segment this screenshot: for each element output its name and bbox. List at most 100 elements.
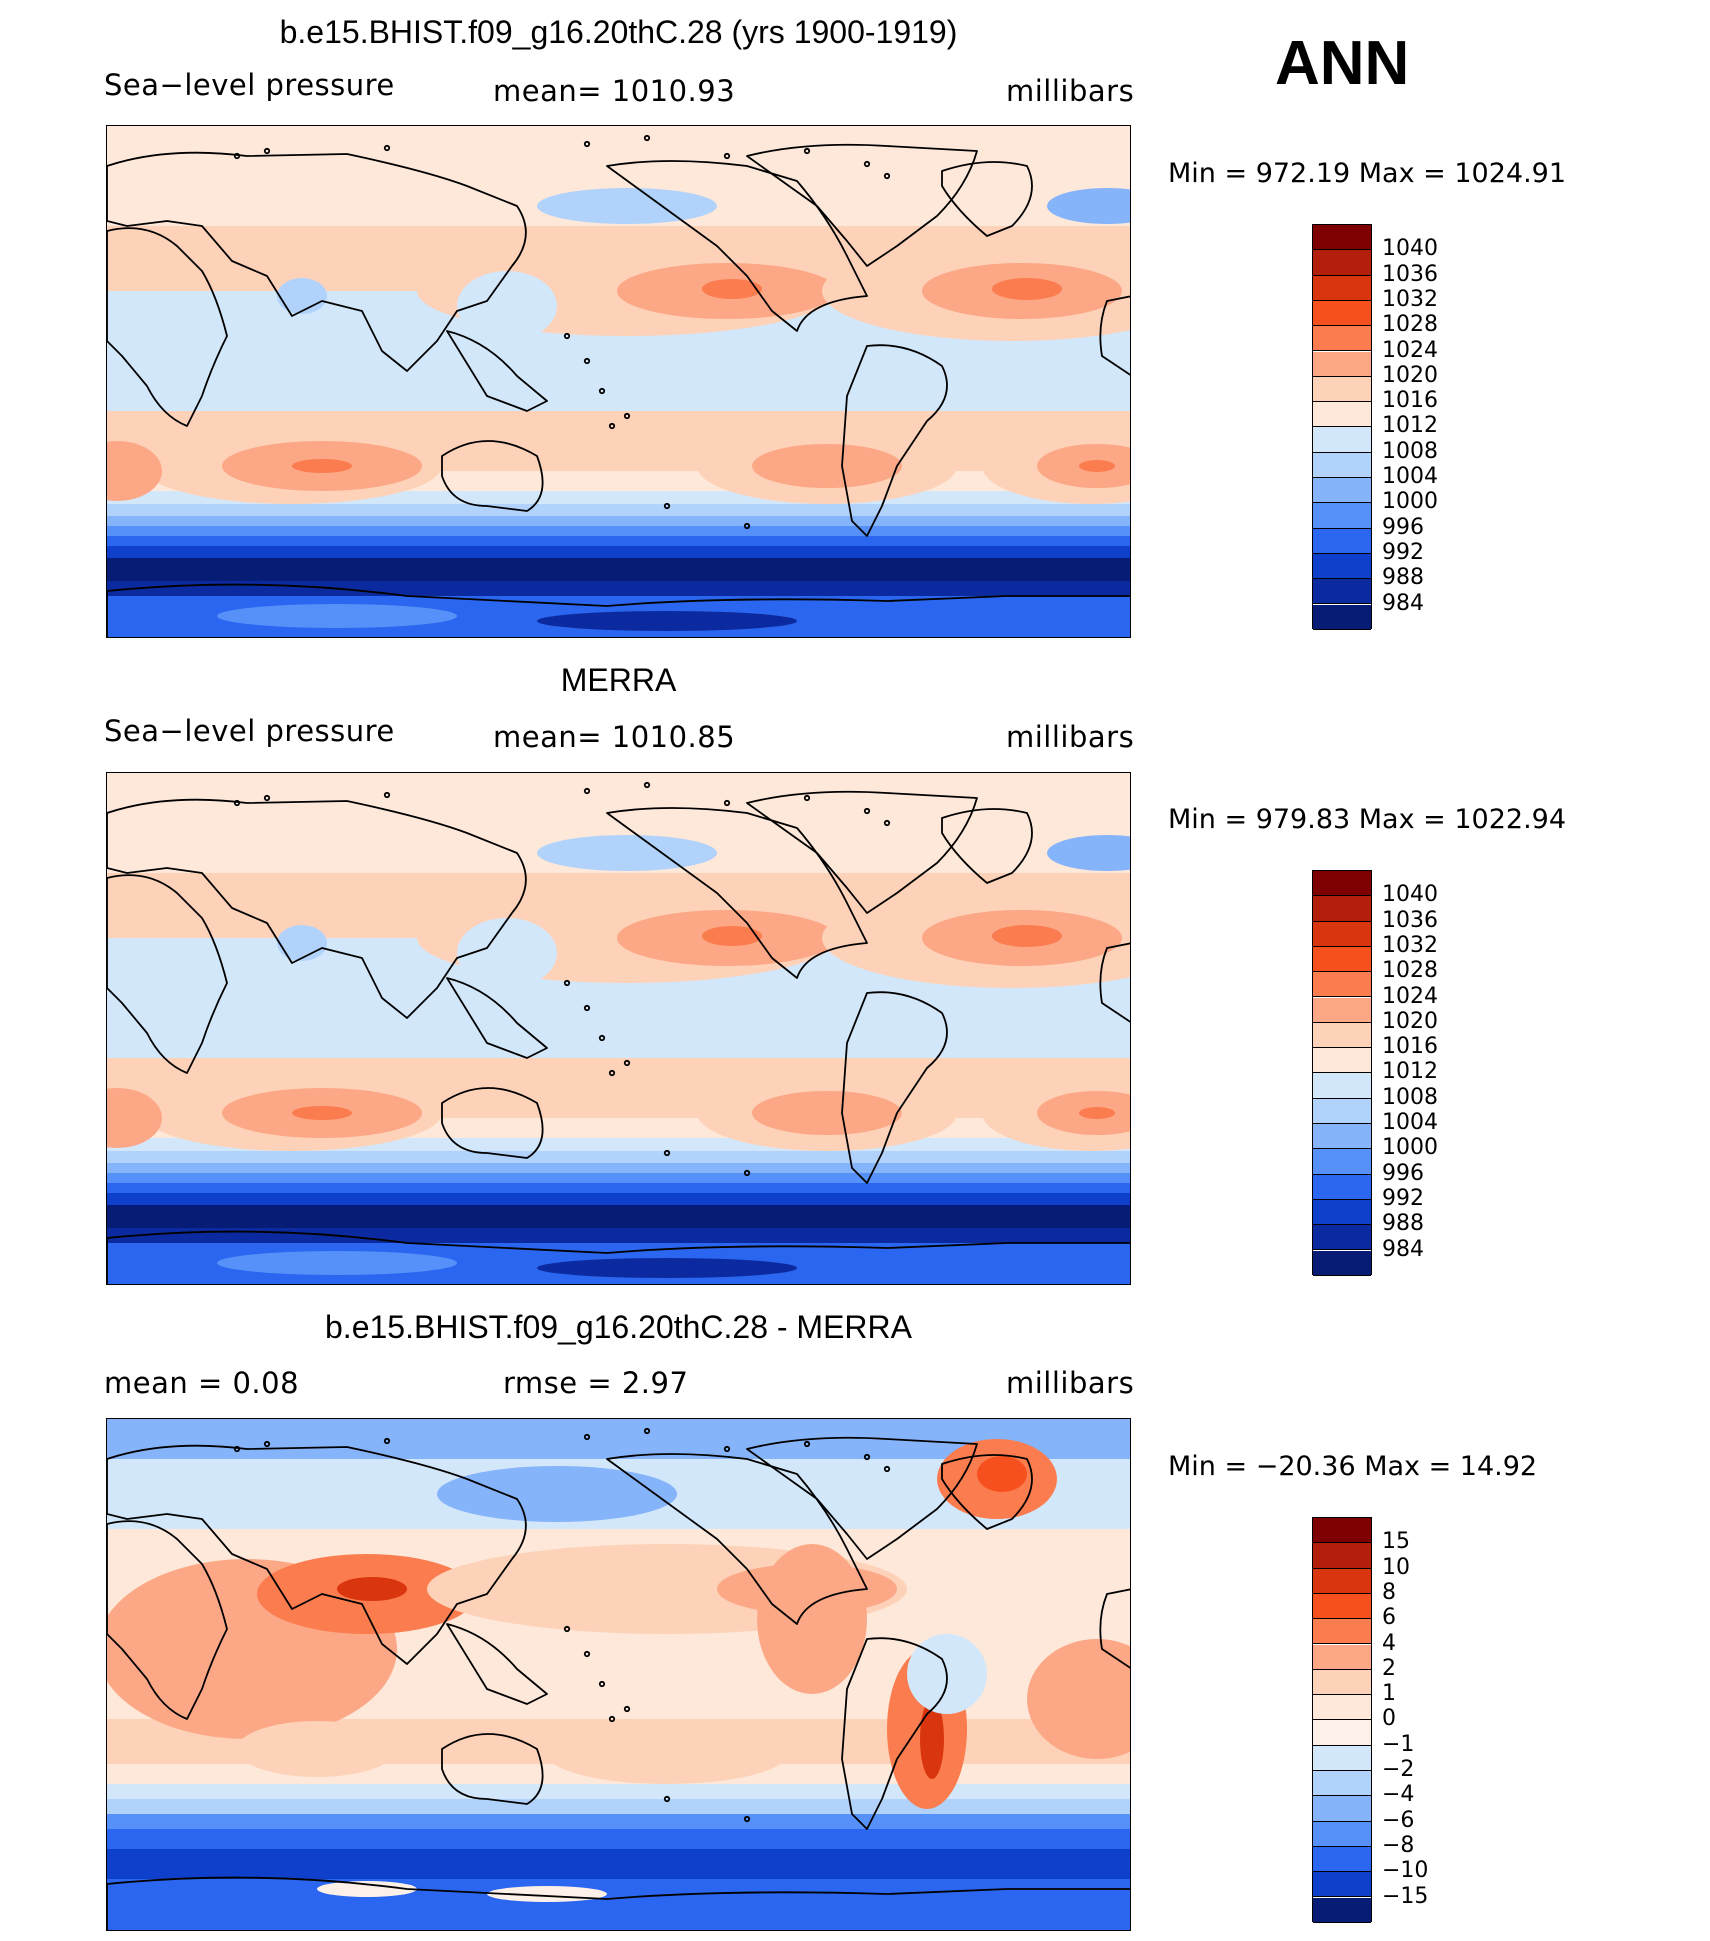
panel-1-minmax: Min = 972.19 Max = 1024.91 [1168, 158, 1567, 189]
colorbar-segment [1313, 604, 1371, 630]
colorbar-segment [1313, 1745, 1371, 1771]
contour-region [537, 835, 717, 871]
contour-band [107, 558, 1130, 582]
island [663, 502, 671, 510]
colorbar-tick-label: −1 [1382, 1731, 1415, 1757]
colorbar-tick-label: −4 [1382, 1782, 1415, 1808]
colorbar-segment [1313, 1593, 1371, 1620]
colorbar-tick-label: 1036 [1382, 907, 1438, 933]
colorbar-tick-label: 1012 [1382, 1059, 1438, 1085]
contour-band [107, 526, 1130, 537]
colorbar-tick-label: 1016 [1382, 388, 1438, 414]
contour-region [292, 459, 352, 473]
island [583, 1004, 591, 1012]
colorbar-tick-label: 4 [1382, 1630, 1396, 1656]
contour-region [437, 1466, 677, 1522]
colorbar-tick-label: 988 [1382, 1211, 1424, 1237]
coastline [107, 1876, 1130, 1930]
panel-1-mean-label: mean= 1010.93 [493, 74, 736, 108]
island [863, 807, 871, 815]
contour-region [107, 441, 162, 501]
colorbar-segment [1313, 1124, 1371, 1150]
panel-3-units-label: millibars [1006, 1366, 1135, 1400]
island [743, 1815, 751, 1823]
contour-region [1047, 188, 1130, 224]
island [623, 412, 631, 420]
coastline [606, 160, 868, 332]
contour-region [217, 604, 457, 628]
contour-region [702, 926, 762, 946]
colorbar-segment [1313, 1048, 1371, 1074]
colorbar-box [1312, 1517, 1372, 1923]
coastline [107, 1230, 1130, 1284]
island [803, 147, 811, 155]
colorbar-tick-label: −15 [1382, 1883, 1429, 1909]
coastline [107, 227, 228, 427]
colorbar-tick-label: 15 [1382, 1529, 1410, 1555]
contour-region [920, 1699, 944, 1779]
colorbar-segment [1313, 1897, 1371, 1923]
island [723, 152, 731, 160]
contour-region [457, 918, 557, 988]
contour-region [217, 1251, 457, 1275]
contour-region [757, 1544, 867, 1694]
island [233, 1445, 241, 1453]
island [863, 160, 871, 168]
coastline [1099, 942, 1130, 1023]
colorbar-segment [1313, 1796, 1371, 1822]
colorbar-tick-label: 1028 [1382, 958, 1438, 984]
coastline [107, 1520, 228, 1720]
island [643, 1427, 651, 1435]
colorbar-segment [1313, 1644, 1371, 1670]
colorbar-segment [1313, 1518, 1371, 1544]
contour-band [107, 516, 1130, 527]
colorbar-segment [1313, 1846, 1371, 1873]
colorbar-segment [1313, 1073, 1371, 1099]
contour-region [277, 925, 327, 961]
colorbar-tick-label: 984 [1382, 590, 1424, 616]
colorbar-tick-label: 1040 [1382, 236, 1438, 262]
contour-region [537, 188, 717, 224]
colorbar-segment [1313, 1771, 1371, 1797]
coastline [841, 344, 948, 537]
island [608, 422, 616, 430]
colorbar-segment [1313, 300, 1371, 327]
island [863, 1453, 871, 1461]
colorbar-segment [1313, 427, 1371, 453]
colorbar-segment [1313, 1821, 1371, 1847]
contour-band [107, 546, 1130, 559]
contour-region [277, 278, 327, 314]
panel-1-map [106, 125, 1131, 638]
island [883, 819, 891, 827]
island [663, 1149, 671, 1157]
colorbar-box [1312, 224, 1372, 630]
contour-band [107, 581, 1130, 597]
colorbar-tick-label: 1000 [1382, 489, 1438, 515]
colorbar-tick-label: 8 [1382, 1579, 1396, 1605]
colorbar-tick-label: 6 [1382, 1605, 1396, 1631]
contour-region [992, 278, 1062, 300]
colorbar-tick-label: 1040 [1382, 882, 1438, 908]
panel-2-variable-label: Sea−level pressure [104, 714, 395, 748]
contour-fill [107, 773, 1130, 1284]
colorbar-segment [1313, 579, 1371, 605]
colorbar-tick-label: 1020 [1382, 1008, 1438, 1034]
island [663, 1795, 671, 1803]
island [263, 147, 271, 155]
contour-region [1079, 1107, 1115, 1119]
colorbar-tick-label: −8 [1382, 1832, 1415, 1858]
colorbar-segment [1313, 1250, 1371, 1276]
contour-band [107, 1173, 1130, 1184]
colorbar-tick-label: −6 [1382, 1807, 1415, 1833]
contour-region [992, 925, 1062, 947]
colorbar-tick-label: 1012 [1382, 413, 1438, 439]
panel-2-units-label: millibars [1006, 720, 1135, 754]
colorbar-segment [1313, 402, 1371, 428]
contour-region [337, 1577, 407, 1601]
contour-region [1079, 460, 1115, 472]
island [598, 1680, 606, 1688]
colorbar-segment [1313, 528, 1371, 554]
contour-region [292, 1106, 352, 1120]
colorbar-segment [1313, 1022, 1371, 1049]
contour-region [547, 1724, 787, 1784]
